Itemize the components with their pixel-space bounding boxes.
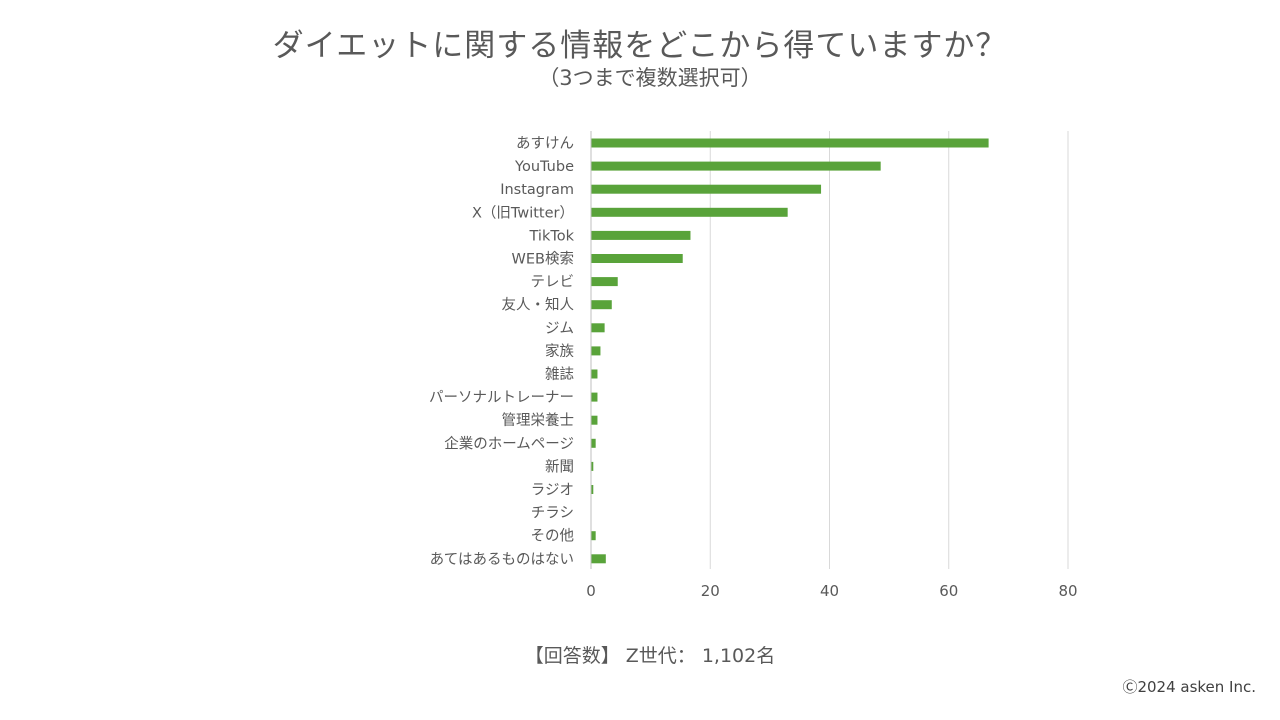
category-label: YouTube	[514, 159, 574, 175]
bar	[591, 323, 605, 333]
category-label: X（旧Twitter）	[472, 204, 574, 221]
bars	[591, 138, 989, 564]
bar	[591, 207, 788, 217]
bar	[591, 554, 606, 564]
chart-subtitle: （3つまで複数選択可）	[538, 66, 762, 90]
bar	[591, 138, 989, 148]
bar	[591, 369, 598, 379]
category-labels: あすけん YouTube Instagram X（旧Twitter） TikTok WEB…	[429, 135, 575, 568]
bar	[591, 184, 822, 194]
category-label: チラシ	[531, 506, 574, 522]
x-tick-label: 80	[1058, 582, 1077, 600]
bar	[591, 254, 683, 263]
category-label: WEB検索	[512, 251, 574, 268]
bar	[591, 161, 881, 171]
category-label: 家族	[545, 343, 574, 360]
bar	[591, 415, 598, 425]
category-label: ラジオ	[531, 483, 574, 499]
bar	[591, 438, 596, 448]
category-label: TikTok	[529, 228, 575, 244]
x-tick-label: 0	[586, 582, 596, 600]
category-label: テレビ	[531, 274, 575, 291]
category-label: 企業のホームページ	[444, 434, 574, 452]
chart-title: ダイエットに関する情報をどこから得ていますか？	[272, 28, 1008, 64]
bar	[591, 230, 691, 240]
x-tick-labels: 0 20 40 60 80	[586, 582, 1077, 600]
category-label: パーソナルトレーナー	[429, 389, 574, 406]
category-label: あすけん	[516, 135, 574, 152]
category-label: Instagram	[500, 182, 574, 198]
bar	[591, 346, 601, 356]
x-tick-label: 60	[939, 582, 958, 600]
category-label: 新聞	[545, 458, 574, 475]
bar	[591, 485, 594, 494]
bar	[591, 531, 596, 541]
category-label: ジム	[545, 321, 574, 337]
category-label: その他	[531, 528, 575, 545]
category-label: 友人・知人	[502, 297, 575, 314]
category-label: 管理栄養士	[502, 411, 575, 429]
respondent-count: 【回答数】 Z世代： 1,102名	[524, 645, 776, 667]
category-label: あてはあるものはない	[430, 551, 574, 568]
bar	[591, 300, 612, 310]
bar	[591, 277, 618, 287]
x-tick-label: 20	[701, 582, 720, 600]
bar	[591, 392, 598, 402]
x-tick-label: 40	[820, 582, 839, 600]
grid-lines	[709, 131, 1069, 569]
bar	[591, 461, 594, 471]
category-label: 雑誌	[545, 366, 574, 383]
copyright: Ⓒ2024 asken Inc.	[1122, 678, 1256, 696]
